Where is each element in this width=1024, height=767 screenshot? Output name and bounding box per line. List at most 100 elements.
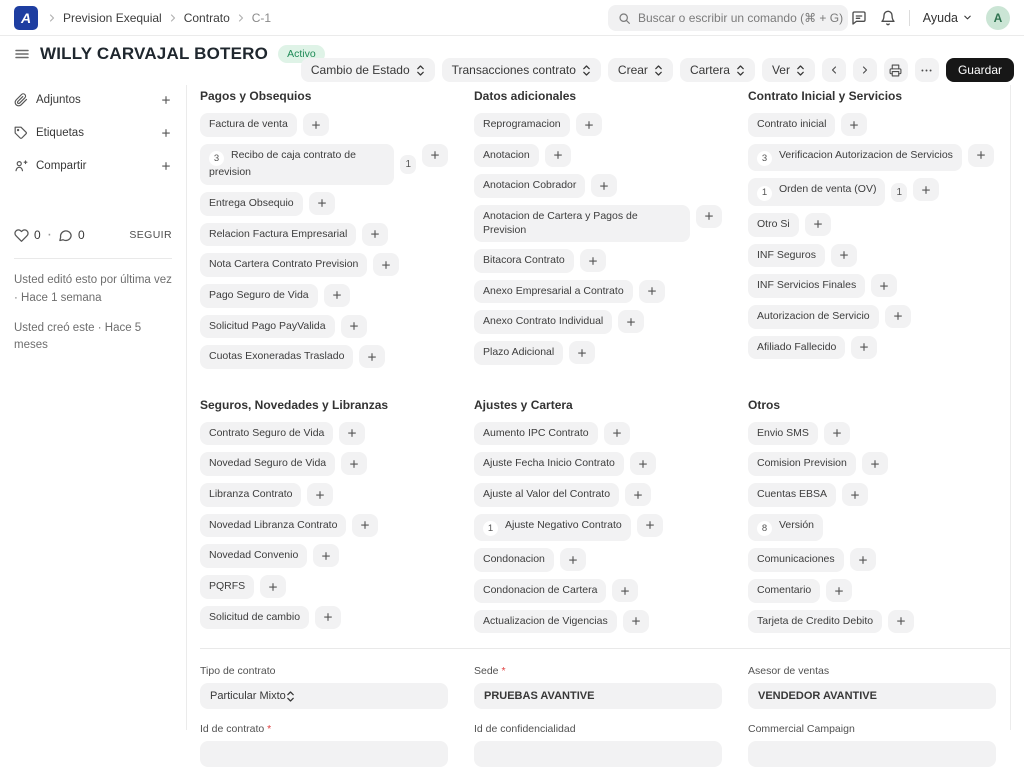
comment-count[interactable]: 0 bbox=[78, 228, 85, 242]
add-actualizacion-de-vigencias-button[interactable] bbox=[622, 609, 649, 633]
link-pill-bitacora-contrato[interactable]: Bitacora Contrato bbox=[474, 249, 574, 273]
link-pill-actualizacion-de-vigencias[interactable]: Actualizacion de Vigencias bbox=[474, 609, 617, 634]
cartera-button[interactable]: Cartera bbox=[679, 58, 755, 82]
link-pill-condonacion-de-cartera[interactable]: Condonacion de Cartera bbox=[474, 579, 607, 603]
add-contrato-seguro-de-vida-button[interactable] bbox=[339, 421, 366, 445]
link-pill-anotacion-de-cartera-y-pagos-de-prevision[interactable]: Anotacion de Cartera y Pagos de Previsio… bbox=[474, 204, 690, 243]
add-compartir-button[interactable] bbox=[160, 160, 172, 172]
add-cuotas-exoneradas-traslado-button[interactable] bbox=[359, 345, 386, 369]
link-pill-novedad-convenio[interactable]: Novedad Convenio bbox=[200, 544, 308, 568]
add-ajuste-negativo-contrato-button[interactable] bbox=[636, 513, 663, 537]
sidebar-item-etiquetas[interactable]: Etiquetas bbox=[14, 123, 172, 143]
user-avatar[interactable]: A bbox=[986, 5, 1010, 30]
link-pill-anotacion[interactable]: Anotacion bbox=[474, 143, 539, 168]
previous-document-button[interactable] bbox=[821, 58, 846, 82]
link-pill-envio-sms[interactable]: Envio SMS bbox=[748, 421, 818, 446]
link-pill-comentario[interactable]: Comentario bbox=[748, 579, 821, 603]
add-otro-si-button[interactable] bbox=[804, 212, 831, 236]
add-pago-seguro-de-vida-button[interactable] bbox=[323, 283, 350, 307]
sidebar-item-adjuntos[interactable]: Adjuntos bbox=[14, 90, 172, 110]
add-condonacion-button[interactable] bbox=[559, 548, 586, 572]
help-menu[interactable]: Ayuda bbox=[923, 11, 973, 25]
link-pill-cuotas-exoneradas-traslado[interactable]: Cuotas Exoneradas Traslado bbox=[200, 345, 354, 369]
add-cuentas-ebsa-button[interactable] bbox=[842, 483, 869, 507]
id-de-contrato-input[interactable] bbox=[200, 741, 448, 767]
link-pill-solicitud-pago-payvalida[interactable]: Solicitud Pago PayValida bbox=[200, 314, 335, 339]
link-pill-plazo-adicional[interactable]: Plazo Adicional bbox=[474, 341, 564, 365]
add-pqrfs-button[interactable] bbox=[260, 575, 287, 598]
add-afiliado-fallecido-button[interactable] bbox=[851, 335, 878, 359]
add-reprogramacion-button[interactable] bbox=[575, 113, 602, 136]
add-plazo-adicional-button[interactable] bbox=[569, 341, 596, 365]
link-pill-contrato-inicial[interactable]: Contrato inicial bbox=[748, 113, 836, 137]
link-pill-factura-de-venta[interactable]: Factura de venta bbox=[200, 113, 297, 137]
transacciones-contrato-button[interactable]: Transacciones contrato bbox=[441, 58, 601, 82]
link-pill-entrega-obsequio[interactable]: Entrega Obsequio bbox=[200, 191, 303, 216]
link-pill-anexo-empresarial-a-contrato[interactable]: Anexo Empresarial a Contrato bbox=[474, 279, 633, 304]
link-pill-afiliado-fallecido[interactable]: Afiliado Fallecido bbox=[748, 335, 846, 360]
add-envio-sms-button[interactable] bbox=[823, 421, 850, 445]
link-pill-solicitud-de-cambio[interactable]: Solicitud de cambio bbox=[200, 605, 310, 630]
add-autorizacion-de-servicio-button[interactable] bbox=[884, 304, 911, 328]
sidebar-toggle-icon[interactable] bbox=[14, 46, 30, 62]
link-pill-otro-si[interactable]: Otro Si bbox=[748, 212, 799, 237]
notifications-bell-icon[interactable] bbox=[880, 10, 896, 26]
cambio-de-estado-button[interactable]: Cambio de Estado bbox=[300, 58, 435, 82]
link-pill-anotacion-cobrador[interactable]: Anotacion Cobrador bbox=[474, 174, 586, 198]
link-pill-comision-prevision[interactable]: Comision Prevision bbox=[748, 452, 856, 477]
add-recibo-de-caja-contrato-de-prevision-button[interactable] bbox=[422, 143, 448, 167]
asesor-de-ventas-input[interactable]: VENDEDOR AVANTIVE bbox=[748, 683, 996, 710]
add-contrato-inicial-button[interactable] bbox=[841, 113, 868, 136]
add-solicitud-de-cambio-button[interactable] bbox=[315, 605, 342, 629]
link-pill-contrato-seguro-de-vida[interactable]: Contrato Seguro de Vida bbox=[200, 421, 334, 446]
tipo-de-contrato-input[interactable]: Particular Mixto bbox=[200, 683, 448, 710]
link-pill-ajuste-al-valor-del-contrato[interactable]: Ajuste al Valor del Contrato bbox=[474, 483, 620, 507]
link-pill-version[interactable]: 8 Versión bbox=[748, 513, 824, 542]
link-pill-tarjeta-de-credito-debito[interactable]: Tarjeta de Credito Debito bbox=[748, 609, 883, 634]
add-novedad-seguro-de-vida-button[interactable] bbox=[341, 452, 368, 476]
add-libranza-contrato-button[interactable] bbox=[307, 483, 334, 507]
open-count-badge[interactable]: 1 bbox=[891, 182, 908, 202]
add-comision-prevision-button[interactable] bbox=[861, 452, 888, 476]
open-count-badge[interactable]: 1 bbox=[400, 154, 416, 174]
heart-icon[interactable] bbox=[14, 228, 29, 243]
sidebar-item-compartir[interactable]: Compartir bbox=[14, 156, 172, 176]
add-comentario-button[interactable] bbox=[826, 579, 853, 603]
link-pill-ajuste-negativo-contrato[interactable]: 1 Ajuste Negativo Contrato bbox=[474, 513, 631, 542]
add-anotacion-de-cartera-y-pagos-de-prevision-button[interactable] bbox=[696, 204, 722, 228]
link-pill-novedad-seguro-de-vida[interactable]: Novedad Seguro de Vida bbox=[200, 452, 336, 477]
next-document-button[interactable] bbox=[852, 58, 877, 82]
add-etiquetas-button[interactable] bbox=[160, 127, 172, 139]
link-pill-condonacion[interactable]: Condonacion bbox=[474, 548, 554, 573]
link-pill-inf-seguros[interactable]: INF Seguros bbox=[748, 243, 825, 268]
link-pill-libranza-contrato[interactable]: Libranza Contrato bbox=[200, 483, 302, 507]
search-input[interactable]: Buscar o escribir un comando (⌘ + G) bbox=[608, 5, 848, 31]
add-ajuste-fecha-inicio-contrato-button[interactable] bbox=[629, 452, 656, 476]
id-de-confidencialidad-input[interactable] bbox=[474, 741, 722, 767]
add-anotacion-button[interactable] bbox=[544, 143, 571, 167]
link-pill-recibo-de-caja-contrato-de-prevision[interactable]: 3 Recibo de caja contrato de prevision bbox=[200, 143, 395, 185]
link-pill-cuentas-ebsa[interactable]: Cuentas EBSA bbox=[748, 483, 837, 507]
add-comunicaciones-button[interactable] bbox=[849, 548, 876, 572]
add-aumento-ipc-contrato-button[interactable] bbox=[603, 421, 630, 445]
add-novedad-libranza-contrato-button[interactable] bbox=[352, 513, 379, 537]
breadcrumb-item-prevision-exequial[interactable]: Prevision Exequial bbox=[63, 10, 162, 25]
add-novedad-convenio-button[interactable] bbox=[313, 544, 340, 568]
guardar-button[interactable]: Guardar bbox=[945, 58, 1014, 82]
add-condonacion-de-cartera-button[interactable] bbox=[612, 579, 639, 603]
link-pill-reprogramacion[interactable]: Reprogramacion bbox=[474, 113, 570, 137]
add-ajuste-al-valor-del-contrato-button[interactable] bbox=[625, 483, 652, 507]
add-anexo-contrato-individual-button[interactable] bbox=[618, 310, 645, 334]
add-adjuntos-button[interactable] bbox=[160, 94, 172, 106]
link-pill-orden-de-venta-ov[interactable]: 1 Orden de venta (OV) bbox=[748, 178, 886, 206]
ver-button[interactable]: Ver bbox=[761, 58, 815, 82]
link-pill-inf-servicios-finales[interactable]: INF Servicios Finales bbox=[748, 274, 866, 298]
link-pill-anexo-contrato-individual[interactable]: Anexo Contrato Individual bbox=[474, 310, 613, 335]
add-factura-de-venta-button[interactable] bbox=[302, 113, 329, 136]
link-pill-ajuste-fecha-inicio-contrato[interactable]: Ajuste Fecha Inicio Contrato bbox=[474, 452, 624, 477]
add-nota-cartera-contrato-prevision-button[interactable] bbox=[373, 253, 400, 277]
link-pill-novedad-libranza-contrato[interactable]: Novedad Libranza Contrato bbox=[200, 513, 347, 538]
add-inf-servicios-finales-button[interactable] bbox=[871, 274, 898, 298]
link-pill-aumento-ipc-contrato[interactable]: Aumento IPC Contrato bbox=[474, 421, 598, 446]
print-button[interactable] bbox=[883, 58, 908, 82]
